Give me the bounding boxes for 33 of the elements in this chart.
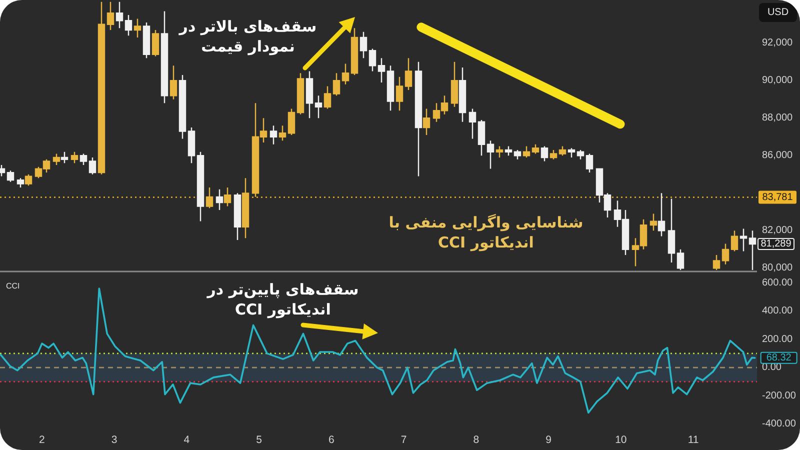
ylabel: USD	[759, 3, 797, 22]
x-tick-label: 11	[688, 434, 699, 446]
y-tick-label: 400.00	[762, 306, 793, 317]
x-tick-label: 8	[473, 434, 480, 446]
annotation: شناسایی واگرایی منفی با اندیکاتور CCI	[388, 214, 584, 252]
y-tick-label: -200.00	[762, 390, 796, 402]
y-tick-label: -400.00	[762, 418, 796, 430]
ref-line-label: 83,781	[762, 192, 794, 203]
y-tick-label: 88,000	[762, 112, 793, 124]
y-tick-label: 90,000	[762, 75, 793, 86]
value-tag: 81,289	[758, 238, 794, 250]
x-tick-label: 10	[615, 434, 627, 446]
y-tick-label: 200.00	[762, 334, 793, 345]
value-tag: 68.32	[760, 352, 798, 364]
x-tick-label: 3	[111, 434, 118, 446]
x-tick-label: 5	[256, 434, 262, 446]
title: CCI	[6, 282, 20, 290]
x-tick-label: 4	[184, 434, 190, 446]
x-tick-label: 7	[400, 434, 407, 446]
x-tick-label: 6	[328, 434, 334, 446]
annotation: 81,289	[760, 238, 792, 250]
y-tick-label: 82,000	[762, 225, 793, 236]
ref-label: 83,781	[758, 190, 796, 204]
y-tick-label: 92,000	[762, 38, 793, 49]
y-tick-label: 86,000	[762, 150, 793, 162]
annotation: 68.32	[766, 352, 792, 364]
y-tick-label: 600.00	[762, 277, 793, 288]
y-tick-label: 80,000	[762, 262, 793, 274]
x-tick-label: 2	[39, 434, 45, 446]
annotation: سقف‌های بالاتر در نمودار قیمت	[179, 18, 317, 56]
y-axis-title: USD	[767, 7, 789, 18]
annotation: سقف‌های پایین‌تر در اندیکاتور CCI	[207, 280, 359, 320]
x-tick-label: 9	[546, 434, 552, 446]
